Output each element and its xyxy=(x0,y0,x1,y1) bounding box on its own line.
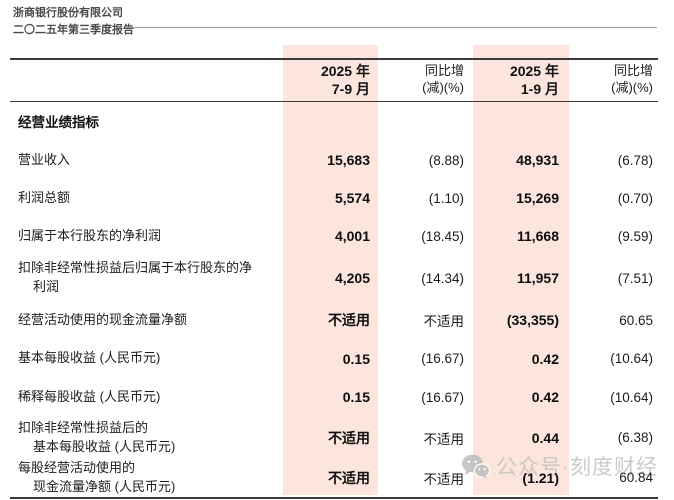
row-label: 每股经营活动使用的 现金流量净额 (人民币元) xyxy=(18,460,176,494)
value-cell: 5,574 xyxy=(334,190,370,206)
row-label: 利润总额 xyxy=(18,189,71,205)
row-label: 扣除非经常性损益后的 基本每股收益 (人民币元) xyxy=(18,419,176,454)
header-underline xyxy=(126,27,657,28)
value-cell: (0.70) xyxy=(617,190,653,206)
table-header-row: 2025 年 7-9 月 同比增 (减)(%) 2025 年 1-9 月 同比增… xyxy=(10,59,658,101)
table-row: 每股经营活动使用的 现金流量净额 (人民币元) 不适用 不适用 (1.21) 60.84 xyxy=(10,459,658,498)
value-cell: 不适用 xyxy=(423,471,465,487)
value-cell: (8.88) xyxy=(428,152,464,168)
value-cell: (16.67) xyxy=(421,351,464,366)
row-label: 归属于本行股东的净利润 xyxy=(18,227,162,243)
table-row: 稀释每股收益 (人民币元) 0.15 (16.67) 0.42 (10.64) xyxy=(10,378,658,416)
table-row: 基本每股收益 (人民币元) 0.15 (16.67) 0.42 (10.64) xyxy=(10,339,658,378)
report-title: 二〇二五年第三季度报告 xyxy=(13,23,134,36)
value-cell: (7.51) xyxy=(617,270,653,286)
value-cell: 不适用 xyxy=(423,314,465,329)
value-cell: 不适用 xyxy=(328,469,370,486)
value-cell: (14.34) xyxy=(421,270,464,286)
value-cell: 0.44 xyxy=(531,429,559,446)
table-row: 经营活动使用的现金流量净额 不适用 不适用 (33,355) 60.65 xyxy=(10,301,658,339)
value-cell: (10.64) xyxy=(610,389,653,405)
highlight-band-q3-column xyxy=(283,45,378,495)
table-row: 归属于本行股东的净利润 4,001 (18.45) 11,668 (9.59) xyxy=(10,217,658,255)
value-cell: 0.42 xyxy=(531,389,559,405)
col-header-yoy-ytd: 同比增 (减)(%) xyxy=(611,63,653,96)
section-title: 经营业绩指标 xyxy=(18,115,99,131)
company-name: 浙商银行股份有限公司 xyxy=(13,7,123,19)
col-header-yoy-q3: 同比增 (减)(%) xyxy=(422,63,464,96)
value-cell: 4,001 xyxy=(334,228,370,244)
value-cell: 15,683 xyxy=(327,152,370,168)
value-cell: 不适用 xyxy=(328,312,370,328)
header-spacer-cell xyxy=(10,59,283,101)
value-cell: 0.42 xyxy=(531,350,559,367)
value-cell: 不适用 xyxy=(423,431,465,447)
row-label: 扣除非经常性损益后归属于本行股东的净 利润 xyxy=(18,260,253,294)
value-cell: (16.67) xyxy=(421,389,464,405)
value-cell: (6.38) xyxy=(617,430,653,445)
value-cell: 0.15 xyxy=(342,350,370,367)
value-cell: (6.78) xyxy=(617,152,653,168)
value-cell: 15,269 xyxy=(516,190,559,206)
value-cell: (33,355) xyxy=(506,312,559,328)
section-header-row: 经营业绩指标 xyxy=(10,101,658,141)
table-row: 扣除非经常性损益后归属于本行股东的净 利润 4,205 (14.34) 11,957 (7… xyxy=(10,255,658,301)
col-header-2025-ytd: 2025 年 1-9 月 xyxy=(509,63,559,98)
table-row: 营业收入 15,683 (8.88) 48,931 (6.78) xyxy=(10,141,658,179)
row-label: 基本每股收益 (人民币元) xyxy=(18,350,161,366)
value-cell: 48,931 xyxy=(516,152,559,168)
value-cell: 11,668 xyxy=(516,228,559,244)
value-cell: 60.65 xyxy=(619,312,653,328)
row-label: 经营活动使用的现金流量净额 xyxy=(18,311,188,327)
financial-indicators-table: 2025 年 7-9 月 同比增 (减)(%) 2025 年 1-9 月 同比增… xyxy=(10,58,658,499)
highlight-band-ytd-column xyxy=(473,45,569,495)
value-cell: 不适用 xyxy=(328,429,370,446)
value-cell: 60.84 xyxy=(619,470,653,486)
row-label: 营业收入 xyxy=(18,151,71,167)
col-header-2025-q3: 2025 年 7-9 月 xyxy=(320,63,370,98)
value-cell: (1.10) xyxy=(428,190,464,206)
value-cell: 4,205 xyxy=(334,270,370,286)
value-cell: 11,957 xyxy=(516,270,559,286)
value-cell: (9.59) xyxy=(617,228,653,244)
value-cell: (18.45) xyxy=(421,228,464,244)
value-cell: 0.15 xyxy=(342,389,370,405)
row-label: 稀释每股收益 (人民币元) xyxy=(18,388,161,404)
document-header: 浙商银行股份有限公司 二〇二五年第三季度报告 xyxy=(13,5,134,38)
table-row: 扣除非经常性损益后的 基本每股收益 (人民币元) 不适用 不适用 0.44 (6.38) xyxy=(10,416,658,459)
table-row: 利润总额 5,574 (1.10) 15,269 (0.70) xyxy=(10,179,658,217)
value-cell: (10.64) xyxy=(610,351,653,366)
value-cell: (1.21) xyxy=(522,469,559,486)
